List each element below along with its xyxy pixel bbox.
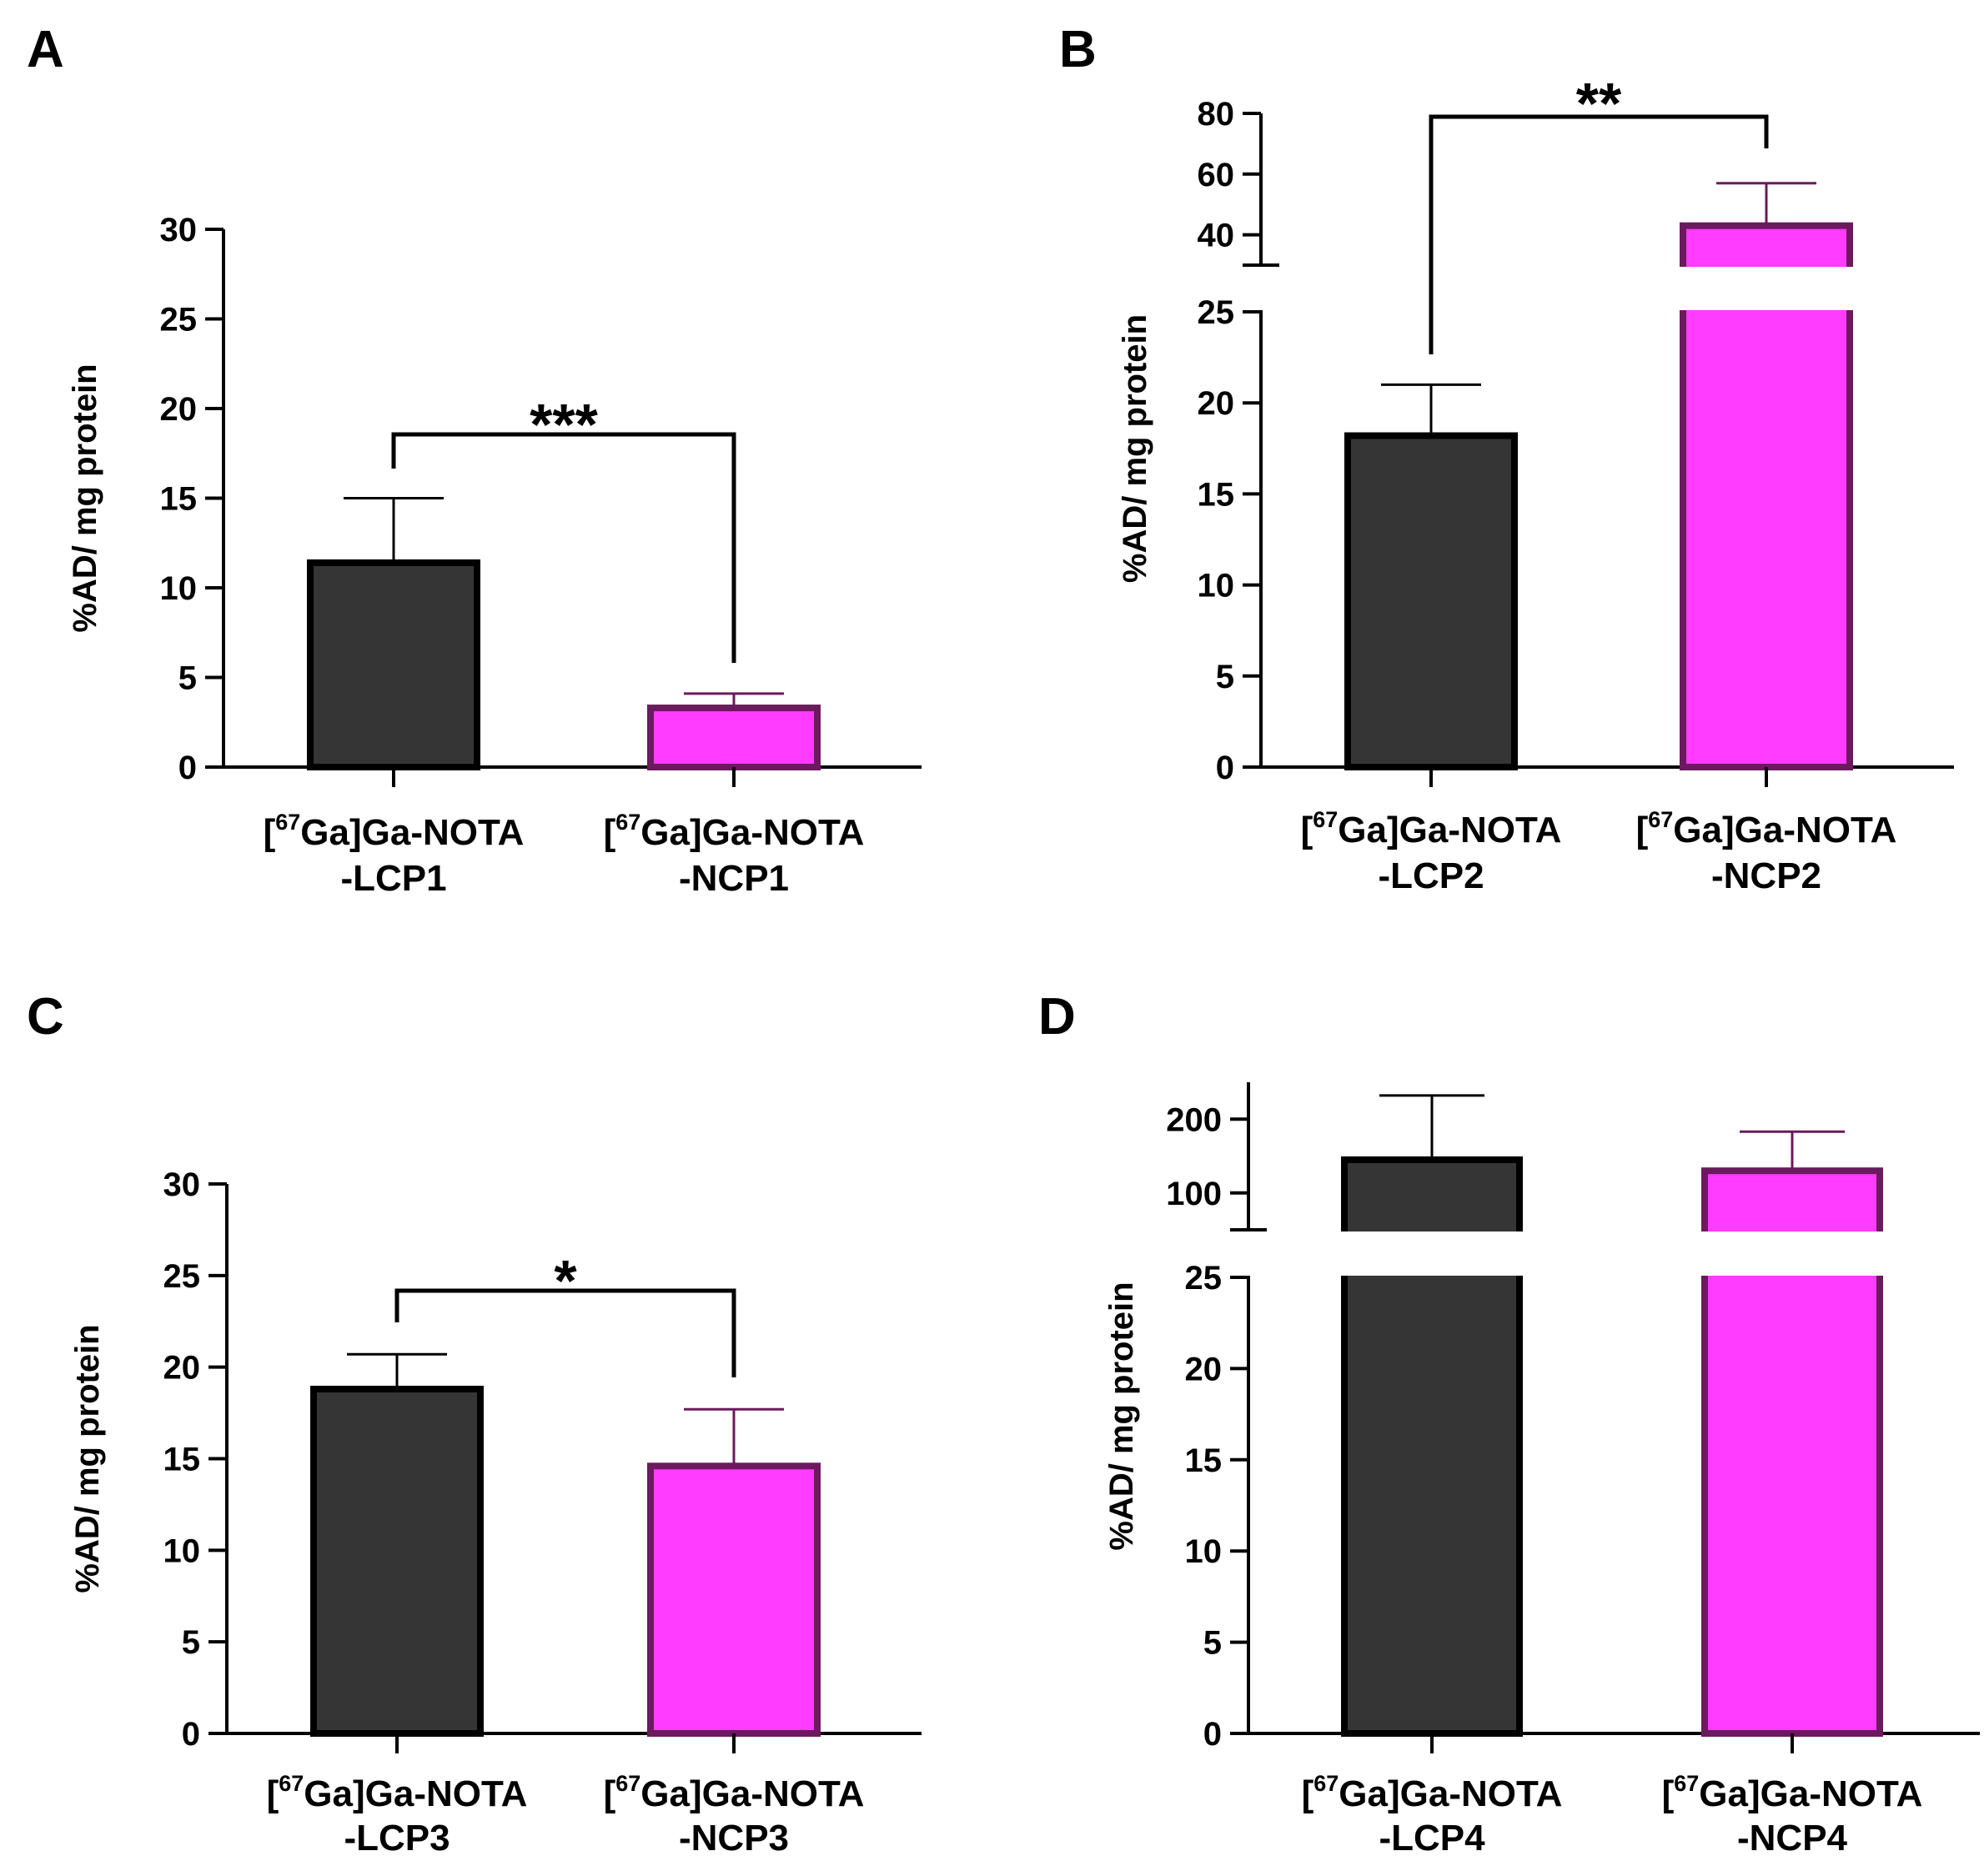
axis-break-gap [1676,267,1856,310]
y-tick-label: 10 [163,1532,201,1569]
y-tick-label: 0 [178,750,197,786]
y-axis-label: %AD/ mg protein [69,1324,106,1593]
bar-2 [647,705,821,770]
bar-2 [1680,222,1853,770]
y-tick-label: 5 [182,1624,200,1661]
axis-break-gap [1698,1231,1886,1276]
y-tick-label: 15 [160,481,198,518]
y-tick-label: 20 [1185,1351,1223,1387]
category-label-line2-1: -LCP3 [344,1818,450,1858]
category-label-line2-1: -LCP1 [340,858,446,899]
y-tick-label: 25 [1185,1260,1223,1297]
category-label-1: [67Ga]Ga-NOTA [264,810,525,853]
y-tick-label: 5 [178,660,197,697]
significance-bracket [391,432,736,663]
y-tick-label: 30 [160,212,198,248]
category-label-line2-2: -NCP1 [679,858,789,899]
significance-label: *** [530,392,598,457]
panel-letter: B [1059,21,1097,78]
y-tick-label: 0 [182,1716,200,1753]
category-label-2: [67Ga]Ga-NOTA [604,810,865,853]
y-tick-label: 0 [1216,750,1234,786]
y-axis-label: %AD/ mg protein [1117,314,1153,583]
panel-C: C 0 5 10 15 20 25 30 %AD/ mg protein [67Ga]Ga-NOT… [27,988,922,1858]
y-tick-label: 15 [1198,476,1235,513]
panel-B: B 0 5 10 15 20 25 40 60 80 %AD/ mg protein [67Ga]Ga… [1059,21,1954,896]
y-tick-label: 25 [160,302,198,339]
y-tick-label: 10 [1185,1533,1223,1570]
bar-2 [647,1462,821,1737]
panel-A: A 0 5 10 15 20 25 30 %AD/ mg protein [67Ga]Ga-NOT… [27,21,922,899]
panel-letter: D [1038,988,1076,1046]
bar-1 [307,559,480,771]
axis-break-gap [1338,1231,1526,1276]
y-axis-label: %AD/ mg protein [67,364,103,632]
category-label-line2-2: -NCP3 [679,1818,789,1858]
panel-D: D 0 5 10 15 20 25 100 200 %AD/ mg protein [67Ga]Ga… [1038,988,1980,1858]
y-tick-label: 60 [1198,157,1235,193]
significance-bracket [394,1288,736,1377]
bar-1 [1344,432,1518,771]
y-tick-label: 5 [1203,1625,1222,1662]
y-tick-label: 15 [1185,1442,1223,1479]
y-axis-label: %AD/ mg protein [1103,1282,1140,1550]
category-label-line2-2: -NCP4 [1737,1818,1848,1858]
y-tick-label: 0 [1203,1716,1222,1753]
category-label-line2-2: -NCP2 [1711,855,1821,896]
panel-letter: C [27,988,64,1046]
y-tick-label: 25 [163,1258,201,1295]
y-tick-label: 200 [1166,1101,1222,1138]
significance-label: * [554,1248,577,1313]
y-tick-label: 100 [1166,1176,1222,1212]
y-tick-label: 20 [1198,385,1235,422]
significance-label: ** [1576,71,1622,136]
y-tick-label: 10 [160,570,198,607]
category-label-2: [67Ga]Ga-NOTA [1636,807,1897,850]
y-tick-label: 5 [1216,659,1234,695]
category-label-1: [67Ga]Ga-NOTA [267,1771,528,1814]
y-tick-label: 20 [160,391,198,428]
y-tick-label: 10 [1198,568,1235,604]
category-label-1: [67Ga]Ga-NOTA [1302,1771,1563,1814]
panel-letter: A [27,21,64,78]
y-tick-label: 80 [1198,96,1235,133]
y-tick-label: 25 [1198,294,1235,331]
category-label-1: [67Ga]Ga-NOTA [1301,807,1562,850]
category-label-line2-1: -LCP4 [1379,1818,1485,1858]
category-label-line2-1: -LCP2 [1378,855,1484,896]
significance-bracket [1429,114,1769,354]
bar-1 [310,1386,484,1737]
y-tick-label: 15 [163,1442,201,1478]
y-tick-label: 40 [1198,218,1235,254]
y-tick-label: 30 [163,1166,201,1203]
y-tick-label: 20 [163,1350,201,1387]
category-label-2: [67Ga]Ga-NOTA [604,1771,865,1814]
category-label-2: [67Ga]Ga-NOTA [1662,1771,1923,1814]
